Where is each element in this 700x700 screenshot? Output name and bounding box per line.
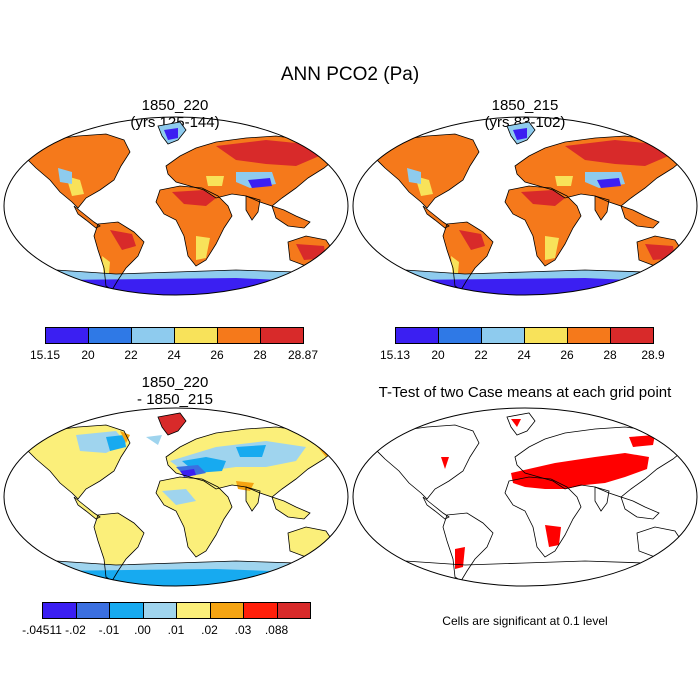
colorbar-box (142, 602, 177, 619)
colorbar-label: .03 (234, 623, 252, 637)
colorbar-box (42, 602, 77, 619)
colorbar-box (209, 602, 244, 619)
colorbar-label: 20 (431, 348, 445, 362)
figure-title: ANN PCO2 (Pa) (280, 64, 420, 85)
colorbar-label: -.01 (98, 623, 120, 637)
colorbar-label: 28 (603, 348, 617, 362)
significance-note: Cells are significant at 0.1 level (442, 614, 608, 628)
colorbar-label: 24 (517, 348, 531, 362)
colorbar-panel-2: 15.13 20 22 24 26 28 28.9 (380, 327, 665, 367)
colorbar-box (438, 327, 482, 344)
colorbar-label: .01 (167, 623, 185, 637)
colorbar-label: 20 (81, 348, 95, 362)
map-panel-2 (353, 117, 697, 301)
colorbar-label: .00 (134, 623, 151, 637)
colorbar-label: -.02 (65, 623, 86, 637)
colorbar-box (567, 327, 611, 344)
colorbar-label: 26 (560, 348, 574, 362)
colorbar-label: .02 (201, 623, 218, 637)
colorbar-label: 28 (253, 348, 267, 362)
colorbar-label: 22 (474, 348, 488, 362)
colorbar-label: .088 (264, 623, 289, 637)
colorbar-box (109, 602, 144, 619)
panel3-title: 1850_220 - 1850_215 (75, 374, 275, 408)
colorbar-panel-1: 15.15 20 22 24 26 28 28.87 (30, 327, 318, 367)
panel1-title-line1: 1850_220 (141, 97, 209, 114)
colorbar-label: 15.15 (29, 348, 61, 362)
colorbar-box (131, 327, 175, 344)
colorbar-label: 24 (167, 348, 181, 362)
colorbar-box (481, 327, 525, 344)
panel3-title-line1: 1850_220 (141, 374, 209, 391)
colorbar-panel-3: -.04511 -.02 -.01 .00 .01 .02 .03 .088 (22, 602, 311, 642)
colorbar-label: 28.9 (641, 348, 665, 362)
colorbar-label: 28.87 (287, 348, 319, 362)
colorbar-label: -.04511 (22, 623, 62, 637)
colorbar-box (276, 602, 311, 619)
colorbar-label: 26 (210, 348, 224, 362)
colorbar-box (610, 327, 654, 344)
panel2-title-line1: 1850_215 (491, 97, 559, 114)
colorbar-box (260, 327, 304, 344)
panel4-title: T-Test of two Case means at each grid po… (378, 384, 672, 401)
colorbar-box (176, 602, 211, 619)
colorbar-label: 22 (124, 348, 138, 362)
map-panel-1 (4, 117, 348, 301)
colorbar-box (395, 327, 439, 344)
colorbar-box (88, 327, 132, 344)
colorbar-box (45, 327, 89, 344)
colorbar-box (75, 602, 110, 619)
colorbar-box (524, 327, 568, 344)
colorbar-box (217, 327, 261, 344)
colorbar-box (174, 327, 218, 344)
map-panel-4 (352, 407, 698, 587)
colorbar-label: 15.13 (379, 348, 411, 362)
colorbar-box (243, 602, 278, 619)
map-panel-3 (3, 407, 349, 587)
panel3-title-line2: - 1850_215 (137, 391, 213, 408)
